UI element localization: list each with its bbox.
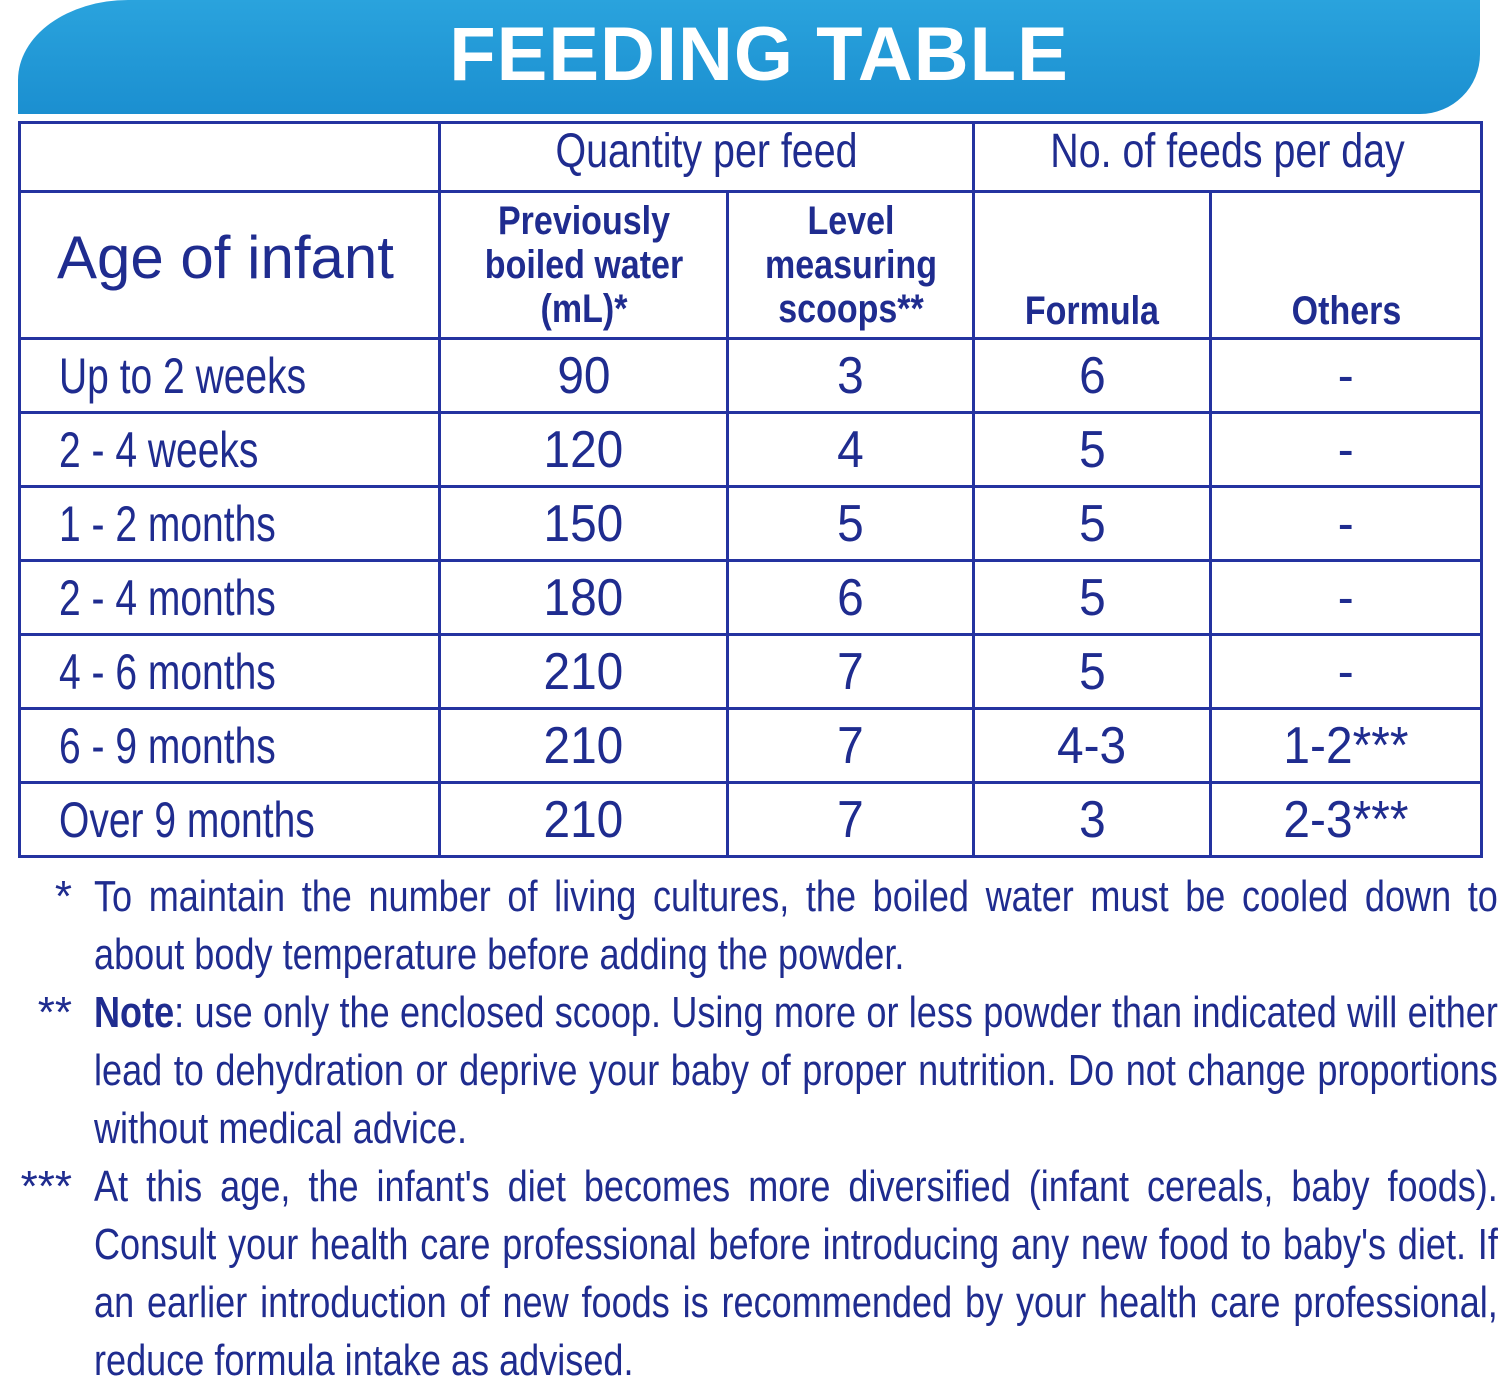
column-header-row: Age of infant Previously boiled water (m… — [18, 190, 1484, 340]
scoops-cell: 4 — [725, 411, 976, 488]
footnote-text: At this age, the infant's diet becomes m… — [94, 1162, 1498, 1385]
formula-cell: 5 — [972, 411, 1213, 488]
age-cell: 2 - 4 weeks — [18, 411, 441, 488]
footnote-2: ** Note: use only the enclosed scoop. Us… — [0, 984, 1500, 1158]
group-header-row: Quantity per feed No. of feeds per day — [18, 121, 1484, 193]
others-cell: 1-2*** — [1209, 707, 1484, 784]
water-cell: 120 — [438, 411, 729, 488]
footnote-text: Note: use only the enclosed scoop. Using… — [94, 984, 1498, 1158]
others-cell: - — [1209, 559, 1484, 636]
footnote-3: *** At this age, the infant's diet becom… — [0, 1158, 1500, 1390]
age-cell: 1 - 2 months — [18, 485, 441, 562]
water-cell: 150 — [438, 485, 729, 562]
note-body: : use only the enclosed scoop. Using mor… — [94, 988, 1498, 1153]
table-row: Over 9 months 210 7 3 2-3*** — [18, 781, 1484, 858]
scoops-cell: 5 — [725, 485, 976, 562]
water-column-label: Previously boiled water (mL)* — [484, 199, 683, 331]
table-row: 4 - 6 months 210 7 5 - — [18, 633, 1484, 710]
footnotes: * To maintain the number of living cultu… — [0, 868, 1500, 1390]
water-cell: 210 — [438, 707, 729, 784]
footnote-mark: *** — [20, 1162, 72, 1211]
formula-cell: 4-3 — [972, 707, 1213, 784]
formula-cell: 5 — [972, 485, 1213, 562]
water-cell: 210 — [438, 781, 729, 858]
age-cell: Up to 2 weeks — [18, 337, 441, 414]
others-cell: - — [1209, 485, 1484, 562]
scoops-column-label: Level measuring scoops** — [764, 199, 937, 331]
formula-column-label: Formula — [1024, 289, 1160, 333]
age-cell: Over 9 months — [18, 781, 441, 858]
scoops-cell: 3 — [725, 337, 976, 414]
age-column-header: Age of infant — [18, 190, 441, 340]
scoops-cell: 7 — [725, 633, 976, 710]
page-title: FEEDING TABLE — [449, 11, 1069, 97]
footnote-mark: * — [54, 872, 72, 921]
others-cell: - — [1209, 411, 1484, 488]
footnote-text: To maintain the number of living culture… — [94, 872, 1498, 979]
age-cell: 4 - 6 months — [18, 633, 441, 710]
formula-cell: 6 — [972, 337, 1213, 414]
formula-column-header: Formula — [972, 190, 1213, 340]
note-label: Note — [94, 988, 175, 1037]
header-empty-cell — [18, 121, 441, 193]
feeding-table: Quantity per feed No. of feeds per day A… — [18, 121, 1484, 858]
scoops-cell: 7 — [725, 781, 976, 858]
table-row: 2 - 4 weeks 120 4 5 - — [18, 411, 1484, 488]
formula-cell: 5 — [972, 559, 1213, 636]
others-cell: - — [1209, 633, 1484, 710]
water-column-header: Previously boiled water (mL)* — [438, 190, 729, 340]
formula-cell: 3 — [972, 781, 1213, 858]
table-row: Up to 2 weeks 90 3 6 - — [18, 337, 1484, 414]
footnote-mark: ** — [37, 988, 72, 1037]
scoops-cell: 7 — [725, 707, 976, 784]
table-row: 1 - 2 months 150 5 5 - — [18, 485, 1484, 562]
scoops-column-header: Level measuring scoops** — [725, 190, 976, 340]
quantity-group-header: Quantity per feed — [437, 121, 976, 193]
water-cell: 180 — [438, 559, 729, 636]
feeds-group-header: No. of feeds per day — [972, 121, 1484, 193]
scoops-cell: 6 — [725, 559, 976, 636]
age-cell: 2 - 4 months — [18, 559, 441, 636]
others-cell: 2-3*** — [1209, 781, 1484, 858]
table-row: 2 - 4 months 180 6 5 - — [18, 559, 1484, 636]
feeds-group-label: No. of feeds per day — [1050, 125, 1405, 179]
age-cell: 6 - 9 months — [18, 707, 441, 784]
others-column-label: Others — [1291, 289, 1401, 333]
others-column-header: Others — [1209, 190, 1484, 340]
title-banner: FEEDING TABLE — [18, 0, 1480, 114]
water-cell: 210 — [438, 633, 729, 710]
others-cell: - — [1209, 337, 1484, 414]
water-cell: 90 — [438, 337, 729, 414]
formula-cell: 5 — [972, 633, 1213, 710]
quantity-group-label: Quantity per feed — [555, 125, 858, 179]
table-row: 6 - 9 months 210 7 4-3 1-2*** — [18, 707, 1484, 784]
footnote-1: * To maintain the number of living cultu… — [0, 868, 1500, 984]
